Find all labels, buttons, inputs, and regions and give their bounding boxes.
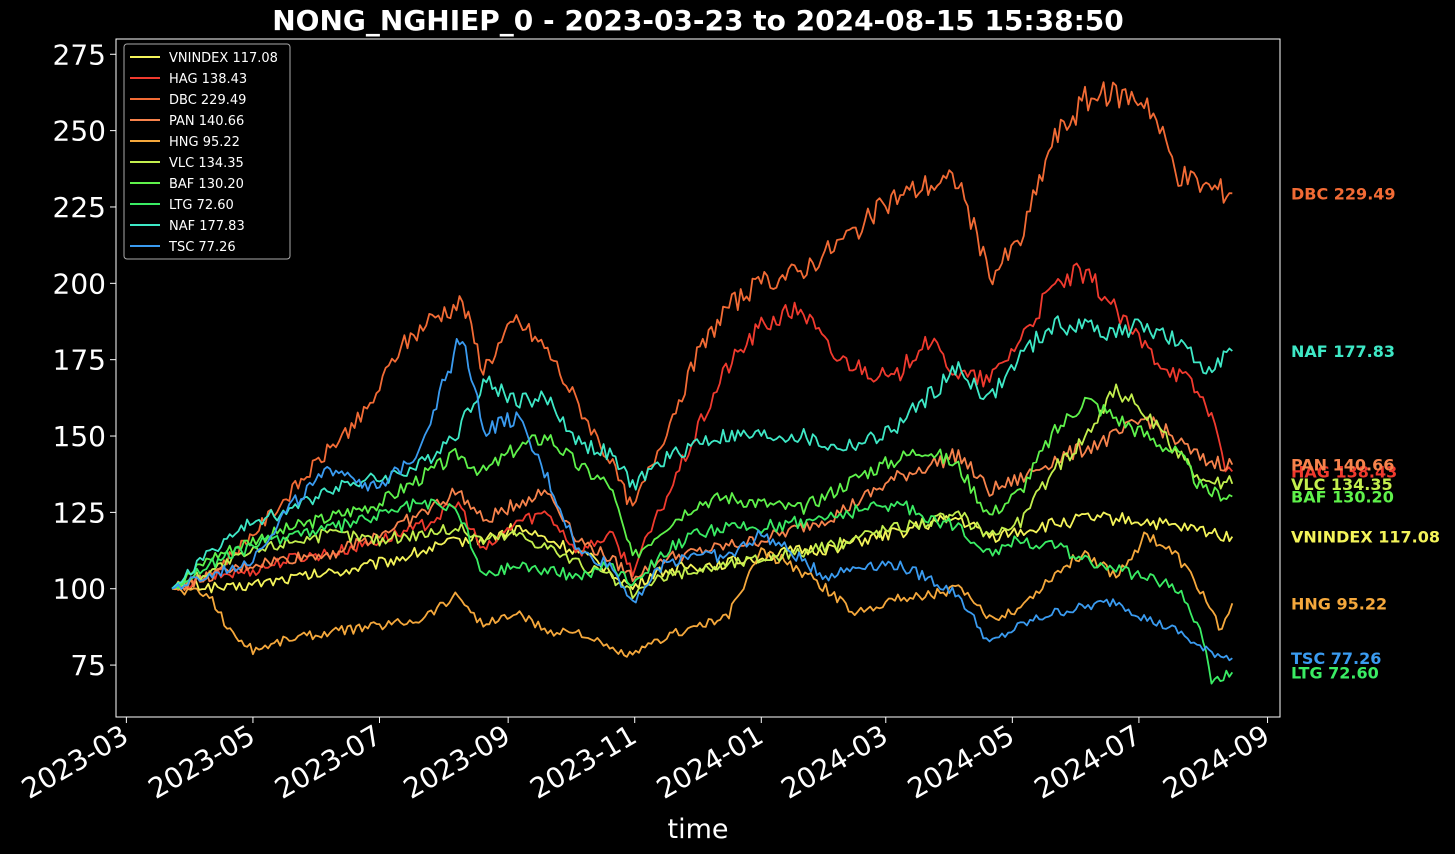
legend-entry: LTG 72.60 [169, 198, 234, 213]
y-tick-label: 250 [53, 115, 106, 148]
legend-entry: NAF 177.83 [169, 219, 245, 234]
y-tick-label: 225 [53, 191, 106, 224]
legend-entry: VLC 134.35 [169, 156, 244, 171]
legend-entry: HAG 138.43 [169, 72, 247, 87]
series-line [171, 315, 1233, 590]
series-line [171, 396, 1233, 590]
series-end-label: PAN 140.66 [1291, 456, 1394, 475]
y-tick-label: 125 [53, 496, 106, 529]
legend-entry: TSC 77.26 [168, 240, 236, 255]
x-axis-label: time [667, 814, 728, 845]
legend-entry: BAF 130.20 [169, 177, 244, 192]
series-line [171, 337, 1233, 662]
series-line [171, 531, 1234, 658]
series-line [171, 81, 1233, 591]
chart-title: NONG_NGHIEP_0 - 2023-03-23 to 2024-08-15… [272, 4, 1124, 37]
series-lines [171, 81, 1234, 685]
series-line [171, 262, 1233, 590]
series-end-label: TSC 77.26 [1291, 649, 1381, 668]
series-end-label: VLC 134.35 [1291, 475, 1393, 494]
y-tick-label: 275 [53, 38, 106, 71]
legend-entry: DBC 229.49 [169, 93, 246, 108]
legend-box [123, 43, 291, 260]
y-tick-label: 175 [53, 344, 106, 377]
end-labels: VNINDEX 117.08 HAG 138.43 DBC 229.49 PAN 14… [1291, 184, 1440, 682]
y-tick-label: 150 [53, 420, 106, 453]
series-end-label: DBC 229.49 [1291, 184, 1396, 203]
series-end-label: BAF 130.20 [1291, 487, 1394, 506]
series-line [171, 383, 1234, 600]
legend-entry: PAN 140.66 [169, 114, 244, 129]
legend: VNINDEX 117.08 HAG 138.43 DBC 229.49 PAN 14… [123, 43, 291, 260]
y-axis: 75 100 125 150 175 200 225 250 275 [53, 38, 116, 682]
series-end-label: NAF 177.83 [1291, 342, 1395, 361]
plot-frame [115, 38, 1281, 718]
series-end-label: HAG 138.43 [1291, 462, 1397, 481]
series-end-label: LTG 72.60 [1291, 663, 1379, 682]
y-tick-label: 200 [53, 267, 106, 300]
y-tick-label: 100 [53, 573, 106, 606]
y-tick-label: 75 [70, 649, 106, 682]
series-line [171, 416, 1234, 591]
legend-entry: VNINDEX 117.08 [169, 51, 278, 66]
series-line [171, 498, 1234, 685]
series-end-label: VNINDEX 117.08 [1291, 528, 1440, 547]
series-end-label: HNG 95.22 [1291, 594, 1387, 613]
legend-entry: HNG 95.22 [169, 135, 240, 150]
